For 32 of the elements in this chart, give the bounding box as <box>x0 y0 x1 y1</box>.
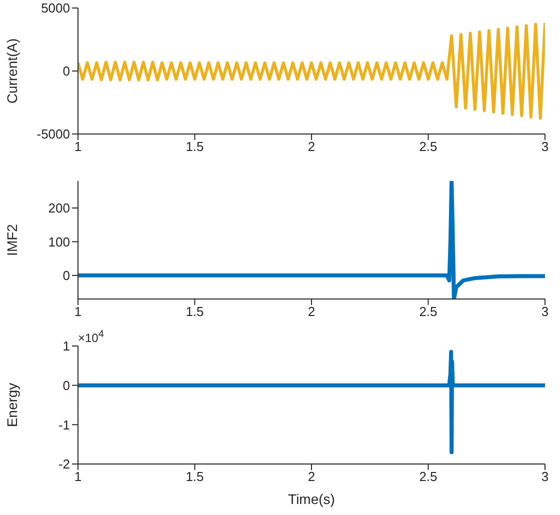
y-tick-label: -1 <box>58 417 70 432</box>
y-tick-label: -2 <box>58 456 70 472</box>
x-tick-label: 1 <box>74 304 82 320</box>
x-tick-label: 3 <box>541 139 549 154</box>
x-tick-label: 3 <box>541 469 549 484</box>
y-tick-label: 100 <box>48 234 70 250</box>
x-tick-label: 2.5 <box>419 304 438 320</box>
x-tick-label: 2 <box>308 139 316 154</box>
line-series <box>78 350 545 454</box>
x-tick-label: 1.5 <box>186 139 204 154</box>
y-axis-title: IMF2 <box>4 224 20 256</box>
line-series <box>78 22 545 120</box>
x-tick-label: 2.5 <box>419 469 438 484</box>
x-axis-title: Time(s) <box>288 491 335 507</box>
y-tick-label: 0 <box>62 378 70 393</box>
x-tick-label: 2.5 <box>419 139 438 154</box>
x-tick-label: 1.5 <box>186 304 204 320</box>
x-tick-label: 1 <box>74 139 82 154</box>
x-tick-label: 1.5 <box>186 469 204 484</box>
y-tick-label: 1 <box>62 338 70 354</box>
y-tick-label: 5000 <box>41 0 70 16</box>
y-tick-label: 0 <box>62 268 70 284</box>
x-tick-label: 2 <box>308 469 316 484</box>
y-axis-title: Energy <box>4 382 20 428</box>
y-tick-label: -5000 <box>36 126 70 142</box>
x-tick-label: 3 <box>541 304 549 320</box>
y-axis-title: Current(A) <box>4 38 20 104</box>
x-tick-label: 1 <box>74 469 82 484</box>
text: ×10$^{4}$ <box>78 329 104 345</box>
y-tick-label: 0 <box>62 64 70 79</box>
x-tick-label: 2 <box>308 304 316 320</box>
y-tick-label: 200 <box>48 200 70 216</box>
